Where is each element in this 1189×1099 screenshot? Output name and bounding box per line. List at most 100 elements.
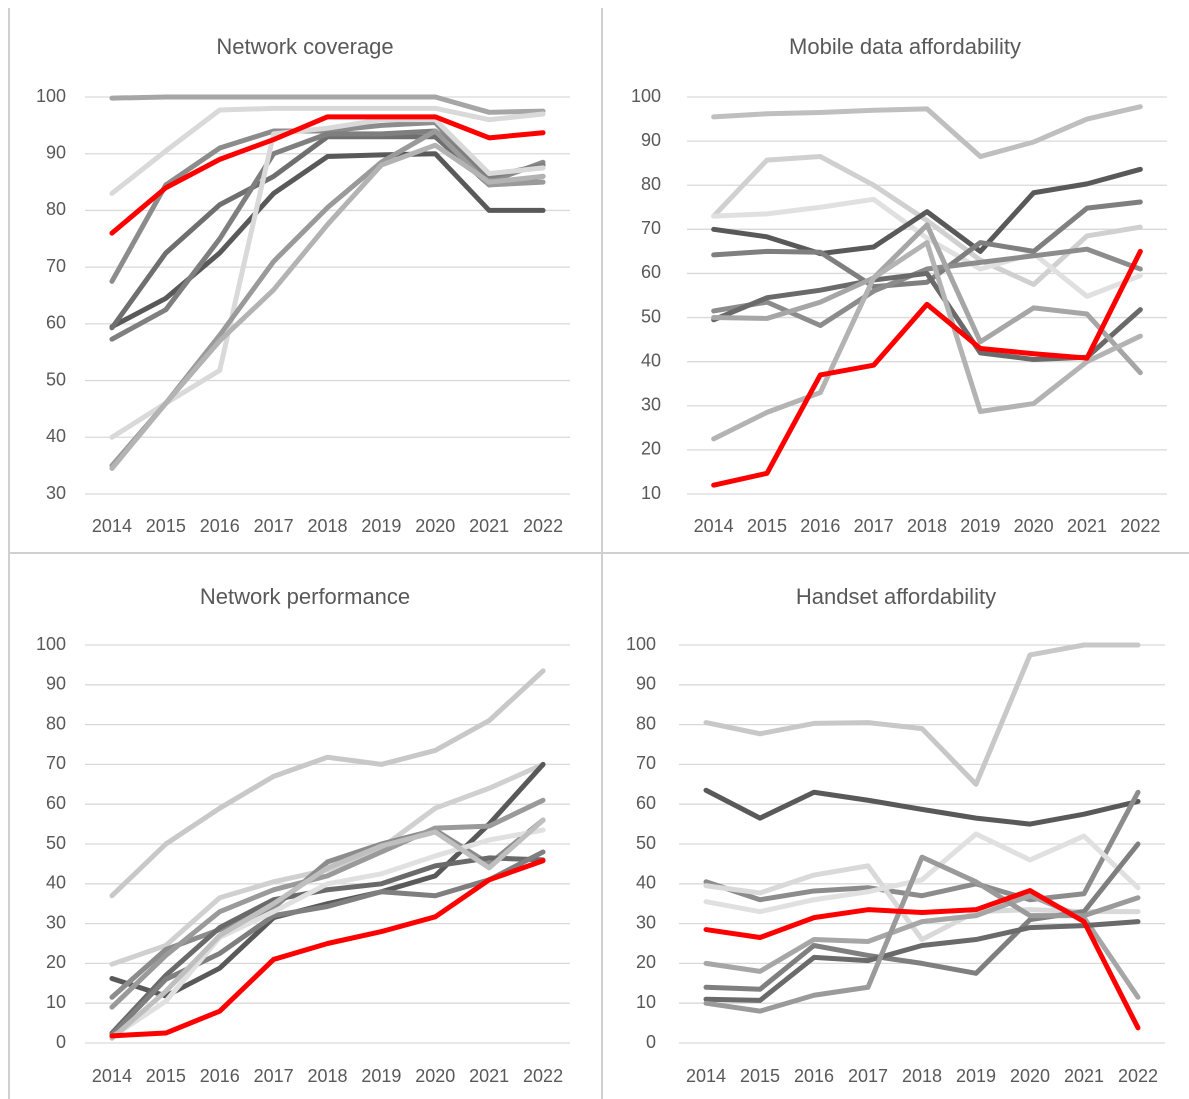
- y-tick-label: 80: [636, 713, 656, 733]
- x-tick-label: 2020: [415, 1066, 455, 1086]
- chart-title: Handset affordability: [796, 584, 996, 609]
- y-tick-label: 50: [636, 833, 656, 853]
- series-line: [109, 827, 546, 1040]
- y-tick-label: 100: [36, 86, 66, 106]
- x-tick-label: 2019: [361, 516, 401, 536]
- y-tick-label: 90: [46, 142, 66, 162]
- y-tick-label: 20: [641, 439, 661, 459]
- x-tick-label: 2021: [1064, 1066, 1104, 1086]
- x-tick-label: 2021: [1067, 516, 1107, 536]
- y-tick-label: 40: [636, 873, 656, 893]
- x-tick-label: 2017: [854, 516, 894, 536]
- chart-title: Network performance: [200, 584, 410, 609]
- series-line: [711, 154, 1143, 287]
- series-line: [711, 240, 1143, 442]
- x-tick-label: 2015: [747, 516, 787, 536]
- series-line: [711, 199, 1143, 290]
- chart-title: Network coverage: [216, 34, 393, 59]
- series-line: [703, 888, 1141, 1031]
- x-tick-label: 2020: [415, 516, 455, 536]
- series-line: [109, 128, 546, 342]
- x-tick-label: 2022: [1120, 516, 1160, 536]
- series-line: [109, 761, 546, 999]
- series-line: [711, 196, 1143, 299]
- x-tick-label: 2019: [956, 1066, 996, 1086]
- series-line: [109, 817, 546, 1041]
- series-line: [109, 855, 546, 1036]
- series-line: [711, 222, 1143, 376]
- x-tick-label: 2022: [523, 516, 563, 536]
- series-line: [703, 831, 1141, 915]
- series-line: [109, 858, 546, 1039]
- series-line: [703, 919, 1141, 1003]
- x-tick-label: 2019: [361, 1066, 401, 1086]
- y-tick-label: 100: [626, 634, 656, 654]
- chart-title: Mobile data affordability: [789, 34, 1021, 59]
- x-tick-label: 2017: [254, 1066, 294, 1086]
- series-line: [711, 248, 1143, 488]
- y-tick-label: 80: [46, 713, 66, 733]
- series-line: [109, 668, 546, 899]
- series-line: [711, 246, 1143, 328]
- y-tick-label: 0: [646, 1032, 656, 1052]
- y-tick-label: 60: [46, 313, 66, 333]
- x-tick-label: 2014: [92, 516, 132, 536]
- y-tick-label: 90: [641, 130, 661, 150]
- y-tick-label: 50: [46, 833, 66, 853]
- x-tick-label: 2018: [307, 1066, 347, 1086]
- x-tick-label: 2021: [469, 1066, 509, 1086]
- series-line: [109, 94, 546, 115]
- series-line: [109, 114, 546, 236]
- series-line: [711, 166, 1143, 257]
- y-tick-label: 40: [46, 873, 66, 893]
- x-tick-label: 2015: [740, 1066, 780, 1086]
- y-tick-label: 60: [46, 793, 66, 813]
- y-tick-label: 20: [46, 952, 66, 972]
- x-tick-label: 2021: [469, 516, 509, 536]
- x-tick-label: 2017: [254, 516, 294, 536]
- x-tick-label: 2022: [1118, 1066, 1158, 1086]
- y-tick-label: 60: [641, 262, 661, 282]
- y-tick-label: 80: [46, 199, 66, 219]
- series-line: [109, 117, 546, 440]
- y-tick-label: 60: [636, 793, 656, 813]
- y-tick-label: 100: [631, 86, 661, 106]
- y-tick-label: 40: [641, 350, 661, 370]
- series-line: [703, 789, 1141, 903]
- x-tick-label: 2016: [200, 516, 240, 536]
- y-tick-label: 30: [46, 912, 66, 932]
- series-line: [703, 787, 1141, 827]
- y-tick-label: 70: [636, 753, 656, 773]
- x-tick-label: 2020: [1014, 516, 1054, 536]
- x-tick-label: 2018: [902, 1066, 942, 1086]
- y-tick-label: 80: [641, 174, 661, 194]
- x-tick-label: 2018: [907, 516, 947, 536]
- y-tick-label: 70: [641, 218, 661, 238]
- y-tick-label: 90: [636, 674, 656, 694]
- y-tick-label: 40: [46, 426, 66, 446]
- y-tick-label: 50: [46, 369, 66, 389]
- x-tick-label: 2019: [960, 516, 1000, 536]
- series-line: [109, 105, 546, 196]
- y-tick-label: 10: [641, 483, 661, 503]
- y-tick-label: 20: [636, 952, 656, 972]
- x-tick-label: 2014: [92, 1066, 132, 1086]
- series-line: [703, 642, 1141, 787]
- x-tick-label: 2014: [686, 1066, 726, 1086]
- x-tick-label: 2016: [200, 1066, 240, 1086]
- series-line: [109, 797, 546, 1010]
- x-tick-label: 2015: [146, 516, 186, 536]
- y-tick-label: 0: [56, 1032, 66, 1052]
- series-line: [711, 104, 1143, 160]
- x-tick-label: 2018: [307, 516, 347, 536]
- y-tick-label: 10: [46, 992, 66, 1012]
- x-tick-label: 2016: [794, 1066, 834, 1086]
- x-tick-label: 2014: [694, 516, 734, 536]
- y-tick-label: 90: [46, 674, 66, 694]
- y-tick-label: 50: [641, 306, 661, 326]
- y-tick-label: 30: [641, 395, 661, 415]
- y-tick-label: 70: [46, 753, 66, 773]
- series-line: [703, 854, 1141, 1014]
